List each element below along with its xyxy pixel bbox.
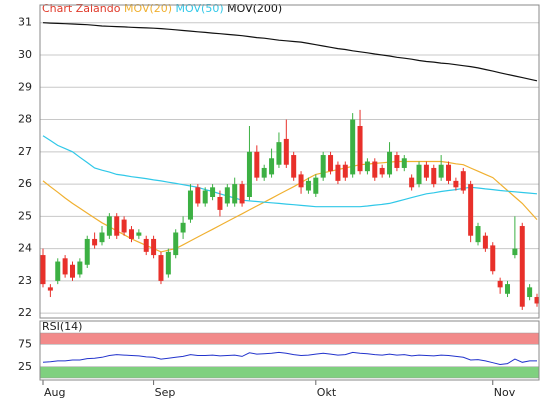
candle-body — [505, 284, 511, 294]
candle-body — [62, 258, 68, 275]
candle-body — [136, 232, 142, 236]
candle-body — [55, 261, 61, 281]
y-tick-label: 25 — [18, 360, 32, 373]
y-tick-label: 26 — [18, 177, 32, 190]
candle-body — [180, 222, 186, 233]
candle-body — [372, 161, 378, 178]
candle-body — [106, 216, 112, 236]
candle-body — [195, 187, 201, 204]
legend: Chart Zalando MOV(20) MOV(50) MOV(200) — [42, 2, 282, 15]
candle-body — [357, 126, 363, 172]
legend-entry: MOV(200) — [227, 2, 282, 15]
y-tick-label: 75 — [18, 337, 32, 350]
candle-body — [283, 138, 289, 165]
candle-body — [453, 180, 459, 188]
x-tick-label: Aug — [44, 386, 65, 399]
candle-body — [475, 226, 481, 243]
candle-body — [423, 164, 429, 178]
candle-body — [69, 264, 75, 278]
candle-body — [246, 151, 252, 197]
candle-body — [468, 184, 474, 236]
candle-body — [202, 190, 208, 204]
band — [39, 366, 540, 379]
candle-body — [328, 155, 334, 172]
candle-body — [173, 232, 179, 256]
candle-body — [394, 155, 400, 168]
candle-body — [519, 226, 525, 307]
legend-entry: MOV(20) — [124, 2, 172, 15]
candle-body — [158, 255, 164, 281]
candle-body — [460, 171, 466, 191]
candle-body — [512, 248, 518, 256]
rsi-line — [42, 351, 537, 366]
y-tick-label: 31 — [18, 16, 32, 29]
moving-average-line — [42, 160, 538, 253]
candle-body — [320, 155, 326, 178]
candle-body — [438, 164, 444, 178]
band — [39, 332, 540, 345]
candle-body — [527, 287, 533, 298]
y-tick-label: 25 — [18, 209, 32, 222]
x-tick-label: Okt — [317, 386, 337, 399]
chart-title: Chart Zalando — [42, 2, 121, 15]
candle-body — [165, 251, 171, 275]
candle-body — [379, 167, 385, 175]
candle-body — [490, 245, 496, 272]
candle-body — [409, 177, 415, 188]
candle-body — [128, 229, 134, 239]
candle-body — [232, 184, 238, 204]
candle-body — [92, 238, 98, 246]
candle-body — [276, 142, 282, 165]
candle-body — [313, 177, 319, 194]
candle-body — [534, 297, 540, 304]
candle-body — [261, 167, 267, 178]
candle-body — [387, 151, 393, 175]
candle-body — [416, 164, 422, 185]
legend-entry: MOV(50) — [176, 2, 224, 15]
candle-body — [114, 216, 120, 236]
candle-body — [298, 174, 304, 188]
candle-body — [335, 164, 341, 181]
candle-body — [121, 219, 127, 233]
y-tick-label: 27 — [18, 145, 32, 158]
y-tick-label: 23 — [18, 274, 32, 287]
candle-body — [187, 190, 193, 220]
candle-body — [77, 261, 83, 275]
candle-body — [431, 167, 437, 185]
candle-body — [99, 232, 105, 243]
candle-body — [401, 158, 407, 168]
candle-body — [291, 155, 297, 178]
moving-average-line — [42, 22, 538, 82]
plot-frame — [39, 320, 540, 381]
candle-body — [350, 119, 356, 175]
y-tick-label: 22 — [18, 306, 32, 319]
candle-body — [269, 158, 275, 175]
candle-body — [482, 235, 488, 249]
candle-body — [151, 238, 157, 256]
candle-body — [210, 187, 216, 197]
candle-body — [224, 187, 230, 204]
x-tick-label: Nov — [494, 386, 516, 399]
candle-body — [305, 180, 311, 191]
plot-frame — [39, 4, 540, 319]
candle-body — [47, 287, 53, 291]
candle-body — [217, 196, 223, 210]
y-tick-label: 29 — [18, 80, 32, 93]
y-tick-label: 24 — [18, 242, 32, 255]
candle-body — [497, 280, 503, 288]
y-tick-label: 28 — [18, 113, 32, 126]
y-tick-label: 30 — [18, 48, 32, 61]
candle-body — [40, 255, 46, 285]
candle-body — [143, 238, 149, 252]
chart-title: RSI(14) — [42, 320, 82, 333]
candle-body — [84, 238, 90, 265]
candle-body — [342, 164, 348, 178]
candle-body — [446, 164, 452, 181]
moving-average-line — [42, 135, 538, 208]
candle-body — [239, 184, 245, 204]
x-tick-label: Sep — [155, 386, 176, 399]
candle-body — [254, 151, 260, 178]
candle-body — [364, 161, 370, 172]
